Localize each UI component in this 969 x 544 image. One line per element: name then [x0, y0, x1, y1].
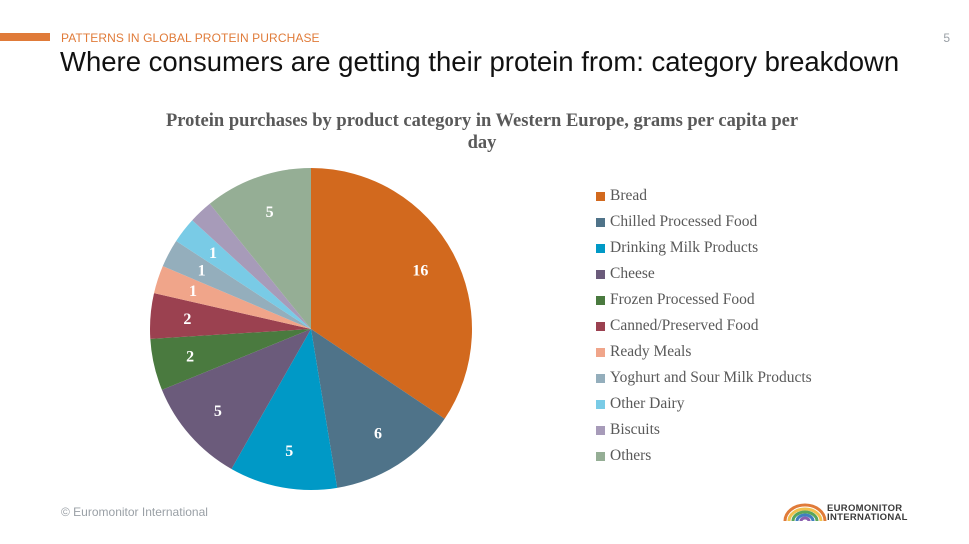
logo-text-line1: EUROMONITOR [827, 503, 903, 514]
legend-label: Yoghurt and Sour Milk Products [610, 369, 812, 386]
legend-label: Bread [610, 187, 648, 204]
pie-data-label: 5 [285, 443, 293, 460]
legend-label: Drinking Milk Products [610, 239, 759, 256]
legend-item: Cheese [596, 261, 812, 287]
legend-swatch [596, 191, 605, 201]
pie-slice [209, 168, 311, 329]
pie-data-label: 2 [186, 349, 194, 366]
pie-data-label: 6 [374, 425, 382, 442]
pie-slice [311, 168, 473, 419]
pie-slice [231, 329, 338, 490]
logo-text: EUROMONITOR INTERNATIONAL [827, 503, 908, 523]
legend-swatch [596, 347, 605, 357]
legend-item: Other Dairy [596, 391, 812, 417]
legend-swatch [596, 243, 605, 253]
logo-text-line2: INTERNATIONAL [827, 512, 908, 523]
legend-label: Cheese [610, 265, 655, 282]
legend-swatch [596, 269, 605, 279]
euromonitor-logo: EUROMONITOR INTERNATIONAL [783, 502, 913, 522]
copyright-text: © Euromonitor International [61, 505, 208, 519]
pie-data-label: 16 [412, 263, 428, 280]
legend-item: Frozen Processed Food [596, 287, 812, 313]
legend-swatch [596, 425, 605, 435]
pie-slice [150, 293, 311, 339]
legend-item: Ready Meals [596, 339, 812, 365]
legend-item: Canned/Preserved Food [596, 313, 812, 339]
legend-label: Chilled Processed Food [610, 213, 758, 230]
rainbow-arc-icon [783, 503, 827, 522]
legend-item: Biscuits [596, 417, 812, 443]
legend-item: Drinking Milk Products [596, 235, 812, 261]
legend-item: Chilled Processed Food [596, 209, 812, 235]
page-number: 5 [943, 31, 950, 45]
legend-swatch [596, 399, 605, 409]
legend-label: Canned/Preserved Food [610, 317, 759, 334]
chart-legend: Bread Chilled Processed Food Drinking Milk… [596, 183, 812, 469]
legend-label: Others [610, 447, 652, 464]
legend-label: Ready Meals [610, 343, 692, 360]
legend-label: Biscuits [610, 421, 660, 438]
pie-slice [192, 203, 311, 329]
pie-slice [162, 241, 311, 329]
legend-swatch [596, 373, 605, 383]
legend-label: Other Dairy [610, 395, 685, 412]
pie-data-label: 5 [266, 204, 274, 221]
legend-swatch [596, 217, 605, 227]
pie-slice [176, 220, 311, 329]
pie-data-label: 1 [189, 283, 197, 300]
legend-swatch [596, 321, 605, 331]
accent-bar [0, 33, 50, 41]
pie-slice [154, 266, 311, 329]
legend-label: Frozen Processed Food [610, 291, 755, 308]
section-kicker: PATTERNS IN GLOBAL PROTEIN PURCHASE [61, 31, 320, 45]
pie-data-label: 1 [209, 245, 217, 262]
slide-title: Where consumers are getting their protei… [60, 46, 900, 77]
pie-slice [311, 329, 445, 488]
legend-swatch [596, 295, 605, 305]
pie-slice [150, 329, 311, 390]
legend-item: Yoghurt and Sour Milk Products [596, 365, 812, 391]
legend-swatch [596, 451, 605, 461]
pie-data-label: 5 [214, 403, 222, 420]
legend-item: Others [596, 443, 812, 469]
pie-slice [161, 329, 311, 469]
pie-data-label: 1 [198, 263, 206, 280]
pie-data-label: 2 [183, 311, 191, 328]
chart-title: Protein purchases by product category in… [165, 111, 799, 153]
legend-item: Bread [596, 183, 812, 209]
